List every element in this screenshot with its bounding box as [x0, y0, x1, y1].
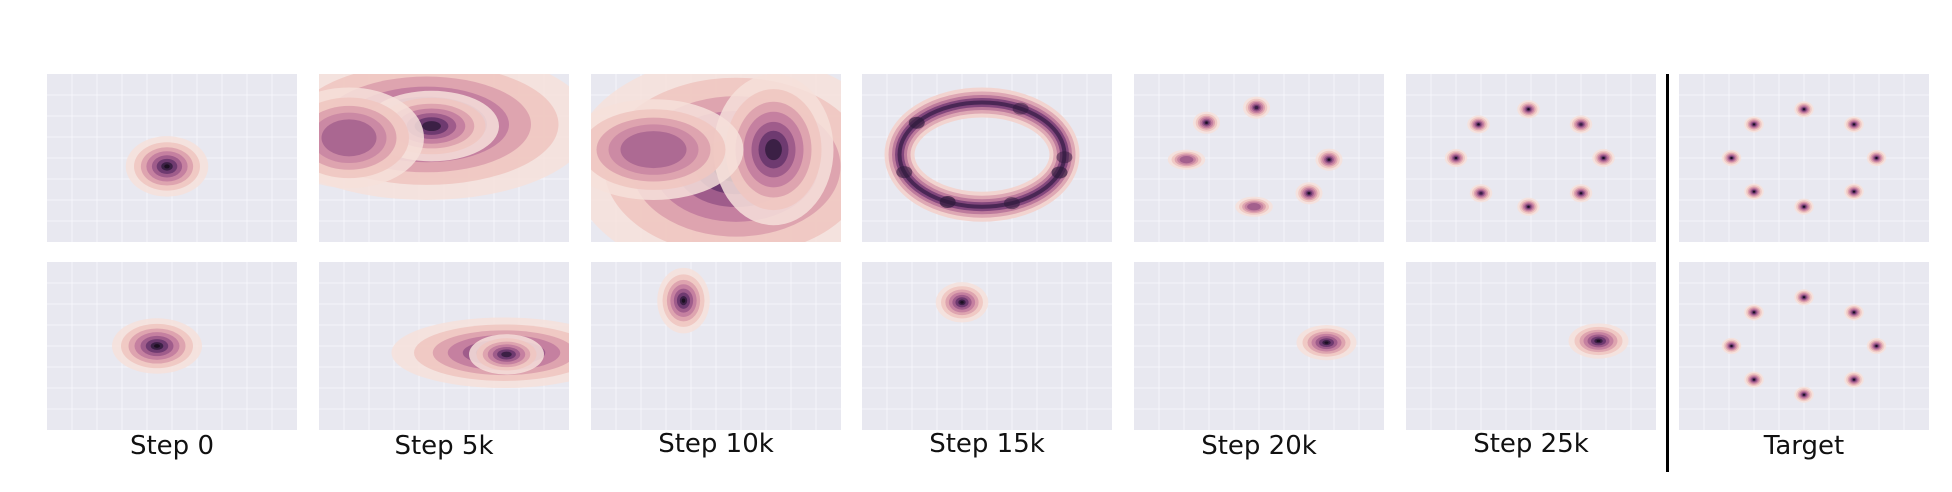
panel-top-step-5k: [319, 74, 569, 242]
density-mode: [1844, 304, 1864, 321]
grid-lines: [1406, 74, 1656, 242]
density-mode: [1721, 337, 1742, 355]
density-mode: [1517, 100, 1540, 119]
density-mode: [1744, 183, 1764, 200]
panel-bottom-target: [1679, 262, 1929, 430]
density-mode: [319, 87, 424, 189]
panel-bottom-step-10k: [591, 262, 841, 430]
grid-lines: [1406, 262, 1656, 430]
density-mode: [125, 136, 209, 197]
density-mode: [1167, 149, 1206, 170]
density-mode: [1866, 149, 1887, 167]
density-mode: [657, 267, 710, 334]
grid-lines: [591, 262, 841, 430]
density-mode: [1469, 184, 1493, 203]
density-mode: [1295, 182, 1323, 205]
density-mode: [713, 74, 834, 226]
grid-lines: [1134, 262, 1384, 430]
density-mode: [1243, 96, 1270, 119]
target-divider: [1666, 74, 1669, 472]
panel-top-step-10k: [591, 74, 841, 242]
density-ring-peak: [939, 195, 956, 208]
panel-top-target: [1679, 74, 1929, 242]
density-mode: [1794, 198, 1814, 215]
density-mode: [1794, 386, 1814, 403]
density-mode: [1569, 115, 1593, 134]
density-mode: [1568, 323, 1629, 359]
density-mode: [1592, 148, 1615, 168]
density-mode: [935, 282, 989, 323]
column-label-step-10k: Step 10k: [658, 429, 774, 459]
density-mode: [1844, 116, 1864, 133]
density-mode: [1193, 111, 1220, 134]
density-mode: [1866, 337, 1887, 355]
density-ring: [897, 100, 1067, 209]
density-mode: [1444, 148, 1468, 168]
grid-lines: [1134, 74, 1384, 242]
density-mode: [1517, 197, 1540, 216]
density-mode: [1794, 289, 1814, 306]
density-mode: [1744, 371, 1764, 388]
density-mode: [1794, 101, 1814, 118]
density-mode: [1569, 184, 1593, 203]
density-mode: [1844, 183, 1864, 200]
density-ring-peak: [1056, 151, 1073, 164]
column-label-step-25k: Step 25k: [1473, 429, 1589, 459]
panel-top-step-0: [47, 74, 297, 242]
column-label-step-5k: Step 5k: [394, 431, 494, 461]
density-ring-peak: [1012, 102, 1029, 115]
density-mode: [1315, 148, 1343, 171]
density-mode: [1296, 325, 1357, 361]
panel-bottom-step-15k: [862, 262, 1112, 430]
density-ring-peak: [1003, 197, 1020, 210]
density-ring-peak: [1051, 166, 1068, 179]
panel-top-step-15k: [862, 74, 1112, 242]
density-mode: [591, 99, 744, 200]
density-ring-peak: [908, 116, 925, 129]
density-mode: [1844, 371, 1864, 388]
density-mode: [1744, 304, 1764, 321]
panel-bottom-step-0: [47, 262, 297, 430]
density-mode: [1467, 115, 1490, 134]
column-label-step-15k: Step 15k: [929, 429, 1045, 459]
column-label-target: Target: [1763, 431, 1845, 461]
panel-bottom-step-20k: [1134, 262, 1384, 430]
density-mode: [469, 334, 544, 375]
density-mode: [1721, 149, 1742, 167]
density-mode: [1744, 116, 1764, 133]
density-ring-peak: [896, 166, 913, 179]
column-label-step-0: Step 0: [129, 431, 214, 461]
panel-top-step-20k: [1134, 74, 1384, 242]
panel-bottom-step-25k: [1406, 262, 1656, 430]
panel-top-step-25k: [1406, 74, 1656, 242]
density-mode: [112, 318, 202, 374]
panel-bottom-step-5k: [319, 262, 569, 430]
column-label-step-20k: Step 20k: [1201, 431, 1317, 461]
density-mode: [1235, 196, 1273, 217]
